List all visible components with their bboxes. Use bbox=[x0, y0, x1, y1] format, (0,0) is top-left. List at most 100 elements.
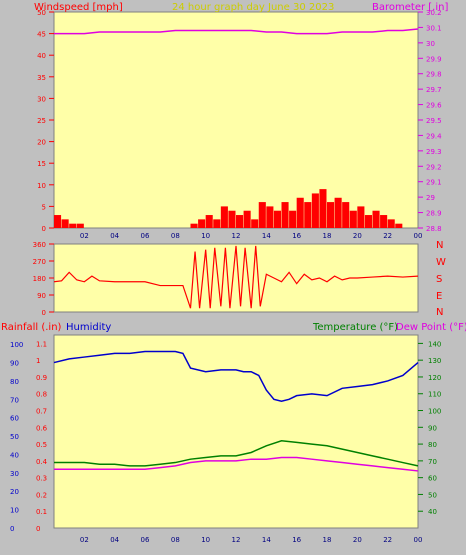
temp-x-tick-label: 08 bbox=[171, 536, 180, 544]
temperature-line bbox=[54, 439, 419, 467]
baro-y-tick-label: 29.4 bbox=[426, 132, 442, 140]
temp-y-tick-label: 50 bbox=[428, 491, 437, 499]
wind-x-tick-label: 06 bbox=[141, 232, 150, 240]
windspeed-bar bbox=[220, 206, 228, 228]
windspeed-bar bbox=[243, 210, 251, 228]
temp-x-tick-label: 02 bbox=[80, 536, 89, 544]
windspeed-bar bbox=[395, 223, 403, 228]
windspeed-bar bbox=[251, 219, 259, 228]
wind-plot-area bbox=[53, 11, 419, 229]
temp-y-tick-label: 130 bbox=[428, 357, 441, 365]
rain-y-tick-label: 0.4 bbox=[36, 458, 48, 466]
windspeed-bar bbox=[54, 215, 62, 228]
temp-x-tick-label: 04 bbox=[110, 536, 119, 544]
temp-x-tick-label: 00 bbox=[414, 536, 423, 544]
direction-y-tick-label: 270 bbox=[33, 258, 46, 266]
temp-y-tick-label: 120 bbox=[428, 374, 441, 382]
baro-y-tick-label: 29.1 bbox=[426, 179, 442, 187]
wind-x-tick-label: 00 bbox=[414, 232, 423, 240]
baro-y-tick-label: 29.2 bbox=[426, 163, 442, 171]
windspeed-bar bbox=[198, 219, 206, 228]
wind-x-tick-label: 16 bbox=[292, 232, 301, 240]
windspeed-bar bbox=[304, 202, 312, 228]
direction-y-tick-label: 90 bbox=[37, 292, 46, 300]
direction-y-tick-label: 360 bbox=[33, 241, 46, 249]
humidity-y-tick-label: 60 bbox=[10, 415, 19, 423]
humidity-y-tick-label: 50 bbox=[10, 433, 19, 441]
temp-x-tick-label: 10 bbox=[201, 536, 210, 544]
humidity-y-tick-label: 40 bbox=[10, 451, 19, 459]
windspeed-bar bbox=[319, 189, 327, 228]
humidity-y-tick-label: 70 bbox=[10, 396, 19, 404]
windspeed-bar bbox=[266, 206, 274, 228]
baro-y-tick-label: 30.1 bbox=[426, 24, 442, 32]
windspeed-bar bbox=[327, 202, 335, 228]
rain-y-tick-label: 0.2 bbox=[36, 491, 47, 499]
wind-y-tick-label: 10 bbox=[37, 182, 46, 190]
compass-label-n-top: N bbox=[436, 240, 443, 251]
rain-y-tick-label: 0.5 bbox=[36, 441, 47, 449]
temp-y-tick-label: 110 bbox=[428, 391, 441, 399]
wind-x-tick-label: 10 bbox=[201, 232, 210, 240]
baro-y-tick-label: 29.3 bbox=[426, 148, 442, 156]
windspeed-bar bbox=[311, 193, 319, 228]
windspeed-bar bbox=[61, 219, 69, 228]
wind-x-tick-label: 04 bbox=[110, 232, 119, 240]
wind-y-tick-label: 40 bbox=[37, 52, 46, 60]
temp-plot-area bbox=[53, 334, 419, 529]
direction-y-tick-label: 180 bbox=[33, 275, 46, 283]
windspeed-bar bbox=[334, 197, 342, 228]
barometer-label: Barometer [.in] bbox=[372, 2, 448, 13]
baro-y-tick-label: 29.8 bbox=[426, 71, 442, 79]
temp-x-tick-label: 22 bbox=[383, 536, 392, 544]
temp-y-tick-label: 80 bbox=[428, 441, 437, 449]
humidity-y-tick-label: 10 bbox=[10, 507, 19, 515]
direction-y-tick-label: 0 bbox=[42, 309, 46, 317]
wind-x-tick-label: 12 bbox=[232, 232, 241, 240]
baro-y-tick-label: 29.7 bbox=[426, 86, 442, 94]
baro-y-tick-label: 30.2 bbox=[426, 9, 442, 17]
direction-line bbox=[53, 245, 419, 309]
temp-x-tick-label: 18 bbox=[323, 536, 332, 544]
humidity-y-tick-label: 30 bbox=[10, 470, 19, 478]
compass-label-s: S bbox=[436, 274, 442, 285]
temp-y-tick-label: 70 bbox=[428, 458, 437, 466]
temp-x-tick-label: 12 bbox=[232, 536, 241, 544]
wind-x-tick-label: 18 bbox=[323, 232, 332, 240]
windspeed-bar bbox=[228, 210, 236, 228]
rain-y-tick-label: 0.3 bbox=[36, 475, 47, 483]
rain-y-tick-label: 0.6 bbox=[36, 424, 48, 432]
graph-date-label: 24 hour graph day June 30 2023 bbox=[172, 2, 334, 13]
wind-x-tick-label: 14 bbox=[262, 232, 271, 240]
humidity-y-tick-label: 90 bbox=[10, 360, 19, 368]
rain-y-tick-label: 1.1 bbox=[36, 340, 47, 348]
wind-y-tick-label: 35 bbox=[37, 74, 46, 82]
windspeed-bar bbox=[190, 223, 198, 228]
windspeed-bar bbox=[213, 219, 221, 228]
compass-label-n-bottom: N bbox=[436, 307, 443, 318]
wind-x-tick-label: 02 bbox=[80, 232, 89, 240]
wind-y-tick-label: 45 bbox=[37, 31, 46, 39]
humidity-y-tick-label: 20 bbox=[10, 488, 19, 496]
windspeed-bar bbox=[364, 215, 372, 228]
temp-y-tick-label: 100 bbox=[428, 408, 441, 416]
humidity-label: Humidity bbox=[66, 322, 111, 333]
rain-y-tick-label: 0.7 bbox=[36, 408, 47, 416]
windspeed-bar bbox=[387, 219, 395, 228]
baro-y-tick-label: 28.9 bbox=[426, 210, 442, 218]
windspeed-bar bbox=[76, 223, 84, 228]
baro-y-tick-label: 29 bbox=[426, 194, 435, 202]
dew-point-label: Dew Point (°F) bbox=[396, 322, 466, 333]
compass-label-e: E bbox=[436, 291, 442, 302]
wind-x-tick-label: 20 bbox=[353, 232, 362, 240]
rain-y-tick-label: 1 bbox=[36, 357, 40, 365]
humidity-y-tick-label: 100 bbox=[10, 341, 23, 349]
wind-y-tick-label: 5 bbox=[42, 203, 46, 211]
baro-y-tick-label: 28.8 bbox=[426, 225, 442, 233]
temp-x-tick-label: 06 bbox=[141, 536, 150, 544]
rain-y-tick-label: 0 bbox=[36, 525, 40, 533]
temp-x-tick-label: 20 bbox=[353, 536, 362, 544]
barometer-line bbox=[54, 28, 419, 35]
